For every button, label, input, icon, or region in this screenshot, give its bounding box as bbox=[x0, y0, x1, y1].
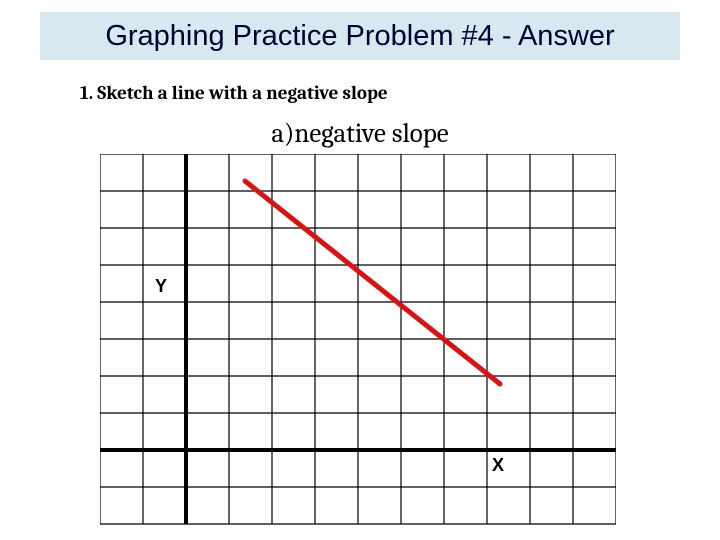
problem-prompt: 1. Sketch a line with a negative slope bbox=[80, 82, 388, 104]
title-bar: Graphing Practice Problem #4 - Answer bbox=[40, 12, 680, 60]
grid-graph: YX bbox=[100, 154, 616, 534]
subtitle: a)negative slope bbox=[0, 118, 720, 149]
x-axis-label: X bbox=[492, 455, 504, 475]
page-title: Graphing Practice Problem #4 - Answer bbox=[105, 20, 614, 53]
graph-container: YX bbox=[100, 154, 616, 534]
y-axis-label: Y bbox=[155, 276, 167, 296]
